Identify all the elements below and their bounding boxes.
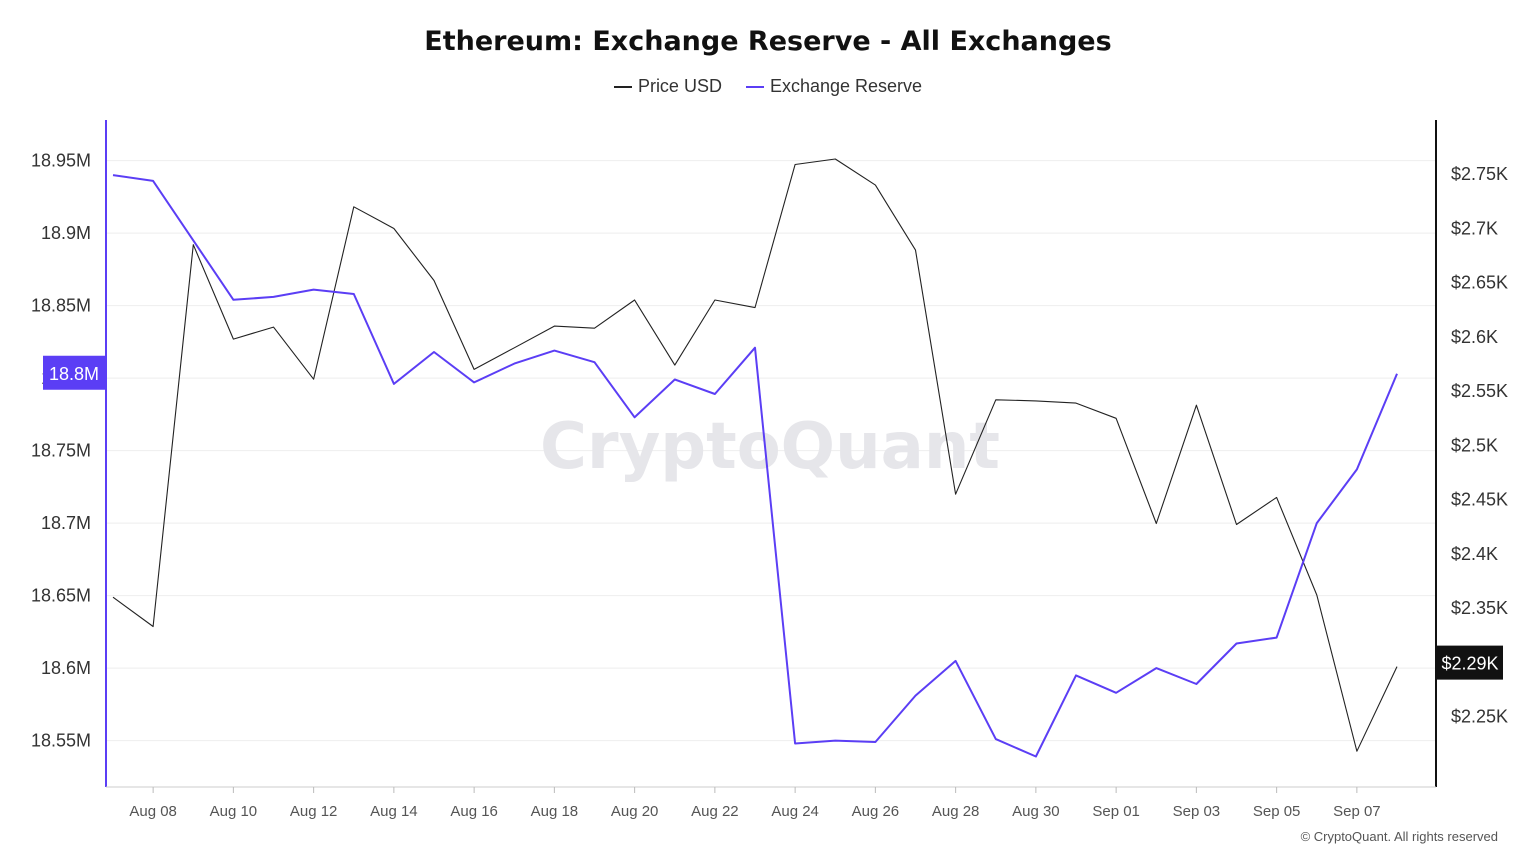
left-current-badge-label: 18.8M	[49, 364, 99, 384]
left-tick-label: 18.85M	[31, 296, 91, 316]
left-current-badge	[43, 355, 105, 390]
left-tick-label: 18.55M	[31, 731, 91, 751]
x-tick-label: Aug 30	[1012, 803, 1060, 820]
right-tick-label: $2.6K	[1451, 327, 1498, 347]
x-tick-label: Aug 14	[370, 803, 418, 820]
x-tick-label: Aug 18	[531, 803, 579, 820]
left-tick-label: 18.7M	[41, 513, 91, 533]
right-current-badge-label: $2.29K	[1441, 654, 1498, 674]
right-tick-label: $2.65K	[1451, 273, 1508, 293]
price-usd-line	[112, 158, 1398, 752]
legend-swatch-price	[613, 85, 632, 88]
x-tick-label: Aug 24	[771, 803, 819, 820]
left-tick-label: 18.95M	[31, 151, 91, 171]
x-tick-label: Aug 16	[450, 803, 498, 820]
legend: Price USD Exchange Reserve	[0, 76, 1536, 97]
x-tick-label: Aug 08	[129, 803, 177, 820]
right-tick-label: $2.7K	[1451, 218, 1498, 238]
right-current-badge	[1437, 645, 1503, 680]
x-tick-label: Aug 28	[932, 803, 980, 820]
axes	[105, 120, 1437, 793]
left-tick-label: 18.65M	[31, 586, 91, 606]
legend-label-price: Price USD	[637, 76, 722, 96]
watermark: CryptoQuant	[540, 410, 1000, 484]
right-tick-label: $2.35K	[1451, 598, 1508, 618]
right-tick-label: $2.4K	[1451, 544, 1498, 564]
series-lines	[112, 158, 1398, 758]
right-tick-label: $2.55K	[1451, 381, 1508, 401]
x-tick-label: Aug 10	[210, 803, 258, 820]
right-tick-label: $2.5K	[1451, 435, 1498, 455]
x-tick-label: Aug 20	[611, 803, 659, 820]
x-tick-label: Sep 05	[1253, 803, 1301, 820]
legend-item-price[interactable]: Price USD	[613, 76, 722, 97]
left-tick-label: 18.6M	[41, 658, 91, 678]
right-tick-label: $2.45K	[1451, 490, 1508, 510]
chart-title: Ethereum: Exchange Reserve - All Exchang…	[424, 26, 1112, 57]
legend-swatch-reserve	[745, 85, 764, 88]
left-tick-label: 18.75M	[31, 441, 91, 461]
exchange-reserve-line	[112, 174, 1398, 758]
x-tick-label: Sep 03	[1173, 803, 1221, 820]
copyright-footer: © CryptoQuant. All rights reserved	[1300, 829, 1498, 844]
legend-label-reserve: Exchange Reserve	[769, 76, 923, 96]
left-tick-label: 18.9M	[41, 223, 91, 243]
x-tick-label: Aug 22	[691, 803, 739, 820]
current-value-badges: 18.8M $2.29K	[43, 355, 1503, 680]
legend-item-reserve[interactable]: Exchange Reserve	[745, 76, 923, 97]
right-tick-label: $2.75K	[1451, 164, 1508, 184]
x-tick-label: Sep 01	[1092, 803, 1140, 820]
x-tick-label: Aug 12	[290, 803, 338, 820]
x-tick-label: Sep 07	[1333, 803, 1381, 820]
x-tick-label: Aug 26	[852, 803, 900, 820]
right-tick-label: $2.25K	[1451, 707, 1508, 727]
grid-lines	[106, 160, 1436, 742]
